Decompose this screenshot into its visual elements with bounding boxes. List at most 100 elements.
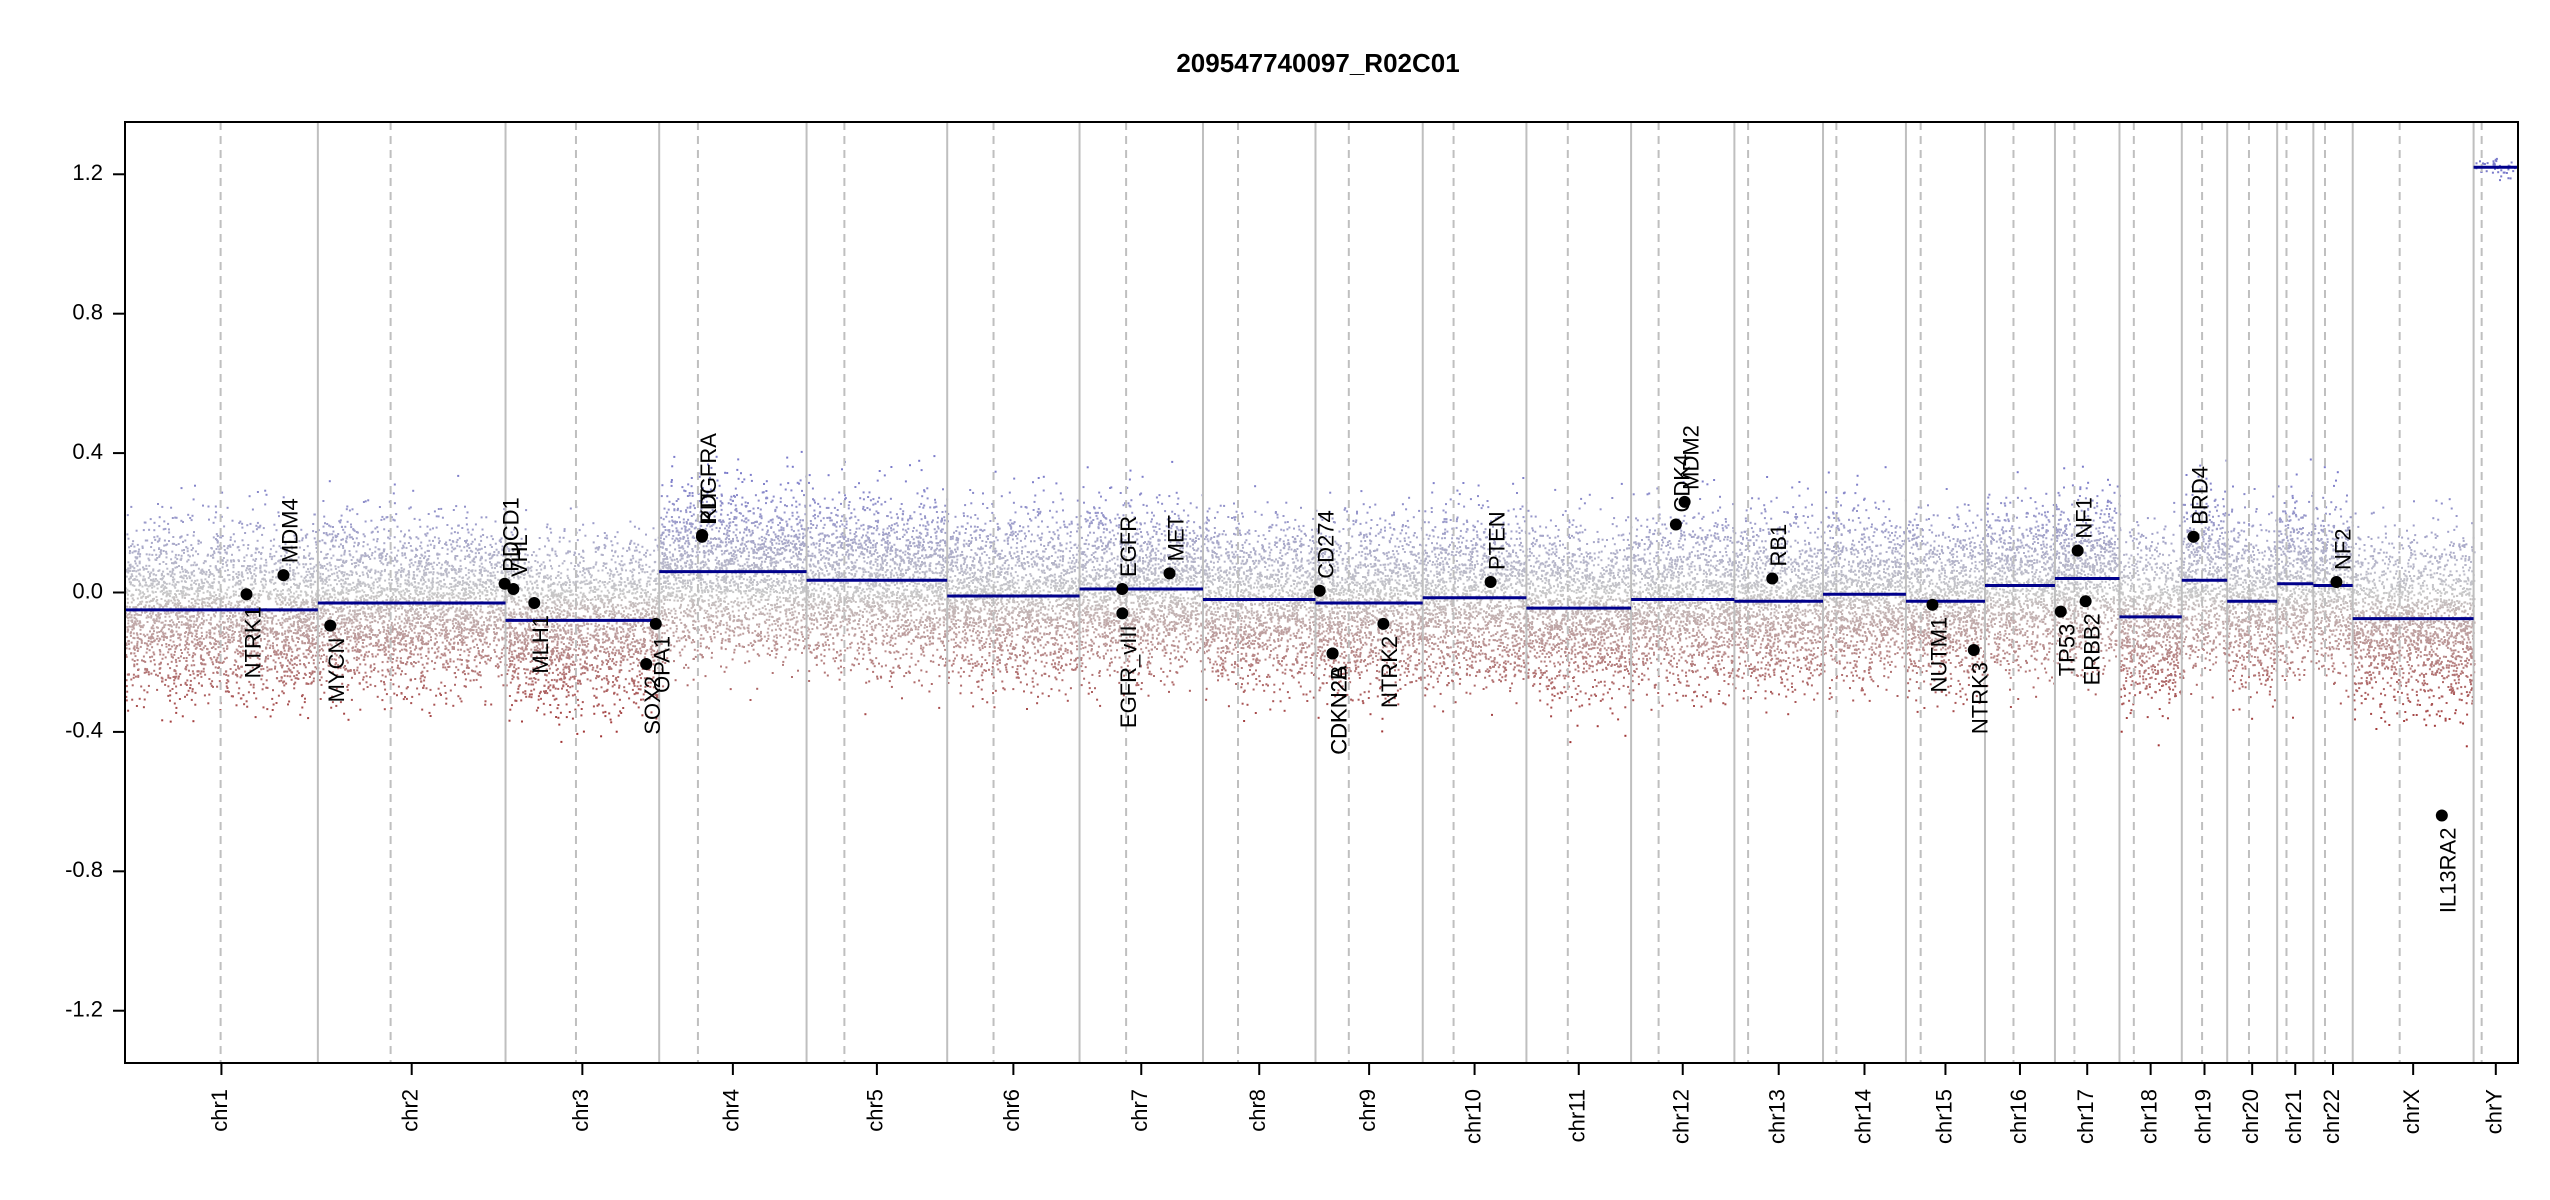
probe <box>140 603 142 605</box>
probe <box>172 688 174 690</box>
probe <box>228 603 230 605</box>
probe <box>288 642 290 644</box>
probe <box>232 586 234 588</box>
probe <box>249 568 251 570</box>
probe <box>232 571 234 573</box>
probe <box>261 534 263 536</box>
probe <box>127 598 129 600</box>
cnv-plot: 209547740097_R02C01 NTRK1MDM4MYCNPDCD1VH… <box>0 0 2550 1200</box>
probe <box>286 583 288 585</box>
probe <box>155 578 157 580</box>
probe <box>192 598 194 600</box>
probe <box>132 543 134 545</box>
probe <box>187 550 189 552</box>
probe <box>142 586 144 588</box>
probe <box>126 533 128 535</box>
probe <box>238 571 240 573</box>
probe <box>167 685 169 687</box>
probe <box>176 566 178 568</box>
probe <box>271 628 273 630</box>
probe <box>210 619 212 621</box>
probe <box>146 634 148 636</box>
probe <box>210 593 212 595</box>
probe <box>192 670 194 672</box>
probe <box>188 690 190 692</box>
probe <box>270 548 272 550</box>
probe <box>136 663 138 665</box>
probe <box>247 544 249 546</box>
probe <box>270 645 272 647</box>
probe <box>240 582 242 584</box>
probe <box>135 676 137 678</box>
probe <box>151 579 153 581</box>
probe <box>230 604 232 606</box>
probe <box>183 590 185 592</box>
probe <box>263 527 265 529</box>
probe <box>293 687 295 689</box>
probe <box>173 683 175 685</box>
probe <box>265 615 267 617</box>
probe <box>309 643 311 645</box>
probe <box>210 555 212 557</box>
probe <box>238 692 240 694</box>
probe <box>300 591 302 593</box>
probe <box>315 531 317 533</box>
probe <box>260 566 262 568</box>
probe <box>307 717 309 719</box>
probe <box>136 705 138 707</box>
probe <box>266 708 268 710</box>
probe <box>154 664 156 666</box>
probe <box>233 637 235 639</box>
probe <box>180 649 182 651</box>
probe <box>297 572 299 574</box>
probe <box>306 631 308 633</box>
probe <box>235 573 237 575</box>
probe <box>162 584 164 586</box>
probe <box>286 654 288 656</box>
probe <box>126 636 128 638</box>
probe <box>312 523 314 525</box>
probe <box>170 590 172 592</box>
probe <box>305 627 307 629</box>
probe <box>311 640 313 642</box>
probe <box>192 547 194 549</box>
probe <box>223 626 225 628</box>
probe <box>215 511 217 513</box>
probe <box>300 630 302 632</box>
probe <box>243 557 245 559</box>
probe <box>187 514 189 516</box>
probe <box>197 598 199 600</box>
probe <box>297 648 299 650</box>
probe <box>287 630 289 632</box>
probe <box>284 650 286 652</box>
probe <box>270 617 272 619</box>
probe <box>293 658 295 660</box>
probe <box>225 606 227 608</box>
probe <box>134 560 136 562</box>
probe <box>260 581 262 583</box>
probe <box>126 699 128 701</box>
probe <box>223 612 225 614</box>
probe <box>140 646 142 648</box>
probe <box>310 563 312 565</box>
probe <box>297 624 299 626</box>
probe <box>274 650 276 652</box>
probe <box>205 637 207 639</box>
probe <box>170 721 172 723</box>
probe <box>253 692 255 694</box>
probe <box>291 636 293 638</box>
probe <box>145 522 147 524</box>
probe <box>193 575 195 577</box>
probe <box>226 594 228 596</box>
probe <box>157 612 159 614</box>
probe <box>164 684 166 686</box>
probe <box>186 694 188 696</box>
probe <box>172 568 174 570</box>
probe <box>230 596 232 598</box>
probe <box>302 694 304 696</box>
probe <box>197 614 199 616</box>
probe <box>176 631 178 633</box>
probe <box>196 633 198 635</box>
probe <box>158 525 160 527</box>
probe <box>241 523 243 525</box>
